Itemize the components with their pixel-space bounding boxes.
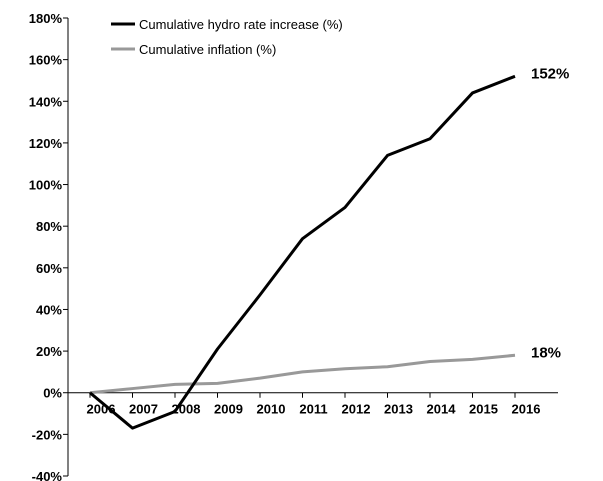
y-tick-label: 140%: [29, 94, 63, 109]
legend-label-hydro: Cumulative hydro rate increase (%): [139, 17, 343, 32]
x-tick-label: 2015: [469, 402, 498, 417]
y-tick-label: 0%: [43, 386, 62, 401]
x-tick-label: 2011: [299, 402, 327, 417]
x-tick-label: 2013: [384, 402, 413, 417]
y-tick-label: 120%: [29, 136, 63, 151]
y-tick-label: 40%: [36, 302, 62, 317]
legend-label-inflation: Cumulative inflation (%): [139, 42, 276, 57]
series-lines: [89, 74, 516, 430]
y-axis: 180% 160% 140% 120% 100% 80% 60% 40% 20% 0% -20% -4…: [29, 11, 69, 481]
inflation-line: [89, 353, 516, 395]
x-tick-label: 2010: [257, 402, 286, 417]
y-tick-label: 160%: [29, 53, 63, 68]
y-tick-label: -20%: [32, 427, 63, 442]
y-tick-label: -40%: [32, 469, 63, 481]
x-axis: 2006 2007 2008 2009 2010 2011 2012 2013 2014 2015…: [68, 392, 558, 417]
x-tick-label: 2006: [87, 402, 116, 417]
x-tick-label: 2007: [129, 402, 158, 417]
legend: Cumulative hydro rate increase (%) Cumul…: [111, 17, 343, 57]
y-tick-label: 100%: [29, 178, 63, 193]
y-tick-label: 20%: [36, 344, 62, 359]
y-tick-label: 180%: [29, 11, 63, 26]
x-tick-label: 2016: [512, 402, 541, 417]
x-tick-label: 2014: [427, 402, 457, 417]
x-tick-label: 2009: [214, 402, 243, 417]
end-label-hydro: 152%: [531, 65, 569, 82]
x-tick-label: 2012: [342, 402, 371, 417]
y-tick-label: 60%: [36, 261, 62, 276]
hydro-rate-line: [89, 74, 516, 430]
y-tick-label: 80%: [36, 219, 62, 234]
end-label-inflation: 18%: [531, 344, 561, 361]
